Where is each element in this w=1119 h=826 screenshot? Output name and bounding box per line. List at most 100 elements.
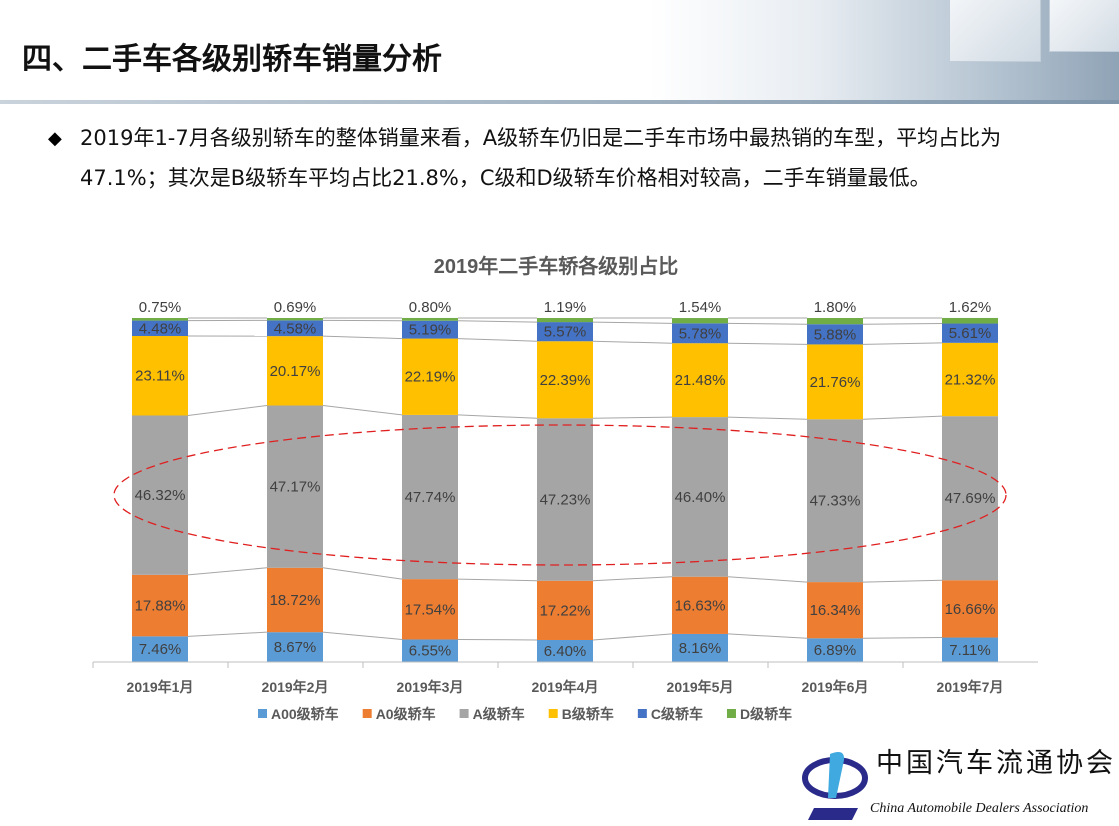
bar-segment — [672, 633, 728, 662]
bar-segment — [942, 580, 998, 638]
bar-segment — [672, 318, 728, 324]
bar-segment — [537, 341, 593, 419]
bar-segment — [402, 414, 458, 580]
bar-segment — [807, 318, 863, 325]
series-line — [592, 321, 673, 324]
series-line — [457, 414, 538, 419]
data-label: 47.74% — [405, 489, 456, 506]
series-line — [322, 335, 403, 340]
bar-segment — [807, 582, 863, 639]
data-label: 7.46% — [139, 641, 182, 658]
series-line — [322, 631, 403, 640]
data-label: 16.63% — [675, 597, 726, 614]
bar-segment — [267, 632, 323, 662]
series-line — [592, 576, 673, 582]
legend-label: A0级轿车 — [376, 706, 436, 722]
data-label: 46.40% — [675, 489, 726, 506]
bar-segment — [267, 320, 323, 337]
data-label: 47.17% — [270, 479, 321, 496]
series-line — [457, 578, 538, 582]
bar-segment — [402, 579, 458, 640]
data-label: 0.75% — [139, 299, 182, 316]
series-line — [727, 576, 808, 583]
data-label: 1.19% — [544, 299, 587, 316]
diamond-bullet-icon: ◆ — [48, 128, 62, 148]
chart-title: 2019年二手车轿各级别占比 — [434, 254, 679, 278]
x-tick-label: 2019年4月 — [532, 679, 599, 695]
data-label: 5.61% — [949, 325, 992, 342]
data-label: 1.54% — [679, 299, 722, 316]
legend-swatch — [637, 709, 647, 718]
series-line — [187, 567, 268, 576]
bar-segment — [132, 636, 188, 662]
data-label: 18.72% — [270, 592, 321, 609]
data-label: 17.88% — [135, 598, 186, 615]
legend-swatch — [258, 709, 267, 718]
bar-segment — [672, 417, 728, 577]
series-line — [322, 567, 403, 580]
legend-label: A00级轿车 — [271, 706, 339, 722]
legend-swatch — [726, 709, 736, 718]
bar-segment — [807, 344, 863, 420]
bar-segment — [537, 639, 593, 662]
series-line — [862, 342, 943, 345]
series-line — [187, 405, 268, 416]
series-line — [862, 579, 943, 583]
data-label: 5.19% — [409, 322, 452, 339]
series-line — [457, 338, 538, 342]
series-line — [727, 342, 808, 345]
bar-segment — [132, 320, 188, 336]
cada-logo: 中国汽车流通协会 China Automobile Dealers Associ… — [800, 744, 1119, 826]
decorative-cube — [1049, 0, 1119, 52]
data-label: 5.88% — [814, 326, 857, 343]
data-label: 47.33% — [810, 493, 861, 510]
bar-segment — [537, 318, 593, 323]
header: 四、二手车各级别轿车销量分析 — [0, 0, 1119, 102]
data-label: 22.39% — [540, 372, 591, 389]
x-tick-label: 2019年5月 — [667, 679, 734, 695]
x-tick-label: 2019年1月 — [127, 679, 194, 695]
bar-segment — [537, 322, 593, 342]
bar-segment — [942, 637, 998, 662]
series-line — [727, 322, 808, 325]
data-label: 0.80% — [409, 299, 452, 316]
series-line — [187, 631, 268, 637]
data-label: 23.11% — [135, 368, 185, 385]
legend-label: A级轿车 — [473, 706, 525, 722]
series-line — [322, 405, 403, 416]
data-label: 6.55% — [409, 643, 452, 660]
data-label: 22.19% — [405, 369, 456, 386]
data-label: 8.67% — [274, 639, 317, 656]
bar-segment — [942, 317, 998, 324]
data-label: 8.16% — [679, 640, 722, 657]
bar-segment — [132, 335, 188, 416]
data-label: 4.48% — [139, 320, 182, 337]
data-label: 20.17% — [270, 363, 321, 380]
data-label: 1.62% — [949, 299, 992, 316]
data-label: 5.78% — [679, 325, 722, 342]
stacked-bar-chart: 2019年二手车轿各级别占比 7.46% 17.88% 46.32% 23.11% 4.4… — [92, 254, 1038, 722]
data-label: 4.58% — [274, 320, 317, 337]
legend-label: B级轿车 — [562, 706, 614, 722]
bar-segment — [132, 318, 188, 321]
header-divider — [0, 100, 1119, 104]
series-line — [592, 340, 673, 344]
legend-swatch — [459, 709, 469, 718]
data-label: 6.40% — [544, 643, 587, 660]
bar-segment — [402, 320, 458, 339]
data-label: 21.32% — [945, 372, 996, 389]
page-title: 四、二手车各级别轿车销量分析 — [22, 42, 442, 77]
data-label: 17.22% — [540, 602, 591, 619]
data-label: 47.23% — [540, 492, 591, 509]
bar-segment — [132, 574, 188, 637]
legend-label: D级轿车 — [740, 706, 792, 722]
bar-segment — [402, 639, 458, 662]
bar-segment — [267, 318, 323, 321]
bar-segment — [942, 323, 998, 343]
bar-segment — [132, 415, 188, 575]
data-label: 6.89% — [814, 642, 857, 659]
bar-segment — [672, 343, 728, 418]
data-label: 47.69% — [945, 490, 996, 507]
bar-segment — [537, 418, 593, 581]
bar-segment — [402, 317, 458, 321]
